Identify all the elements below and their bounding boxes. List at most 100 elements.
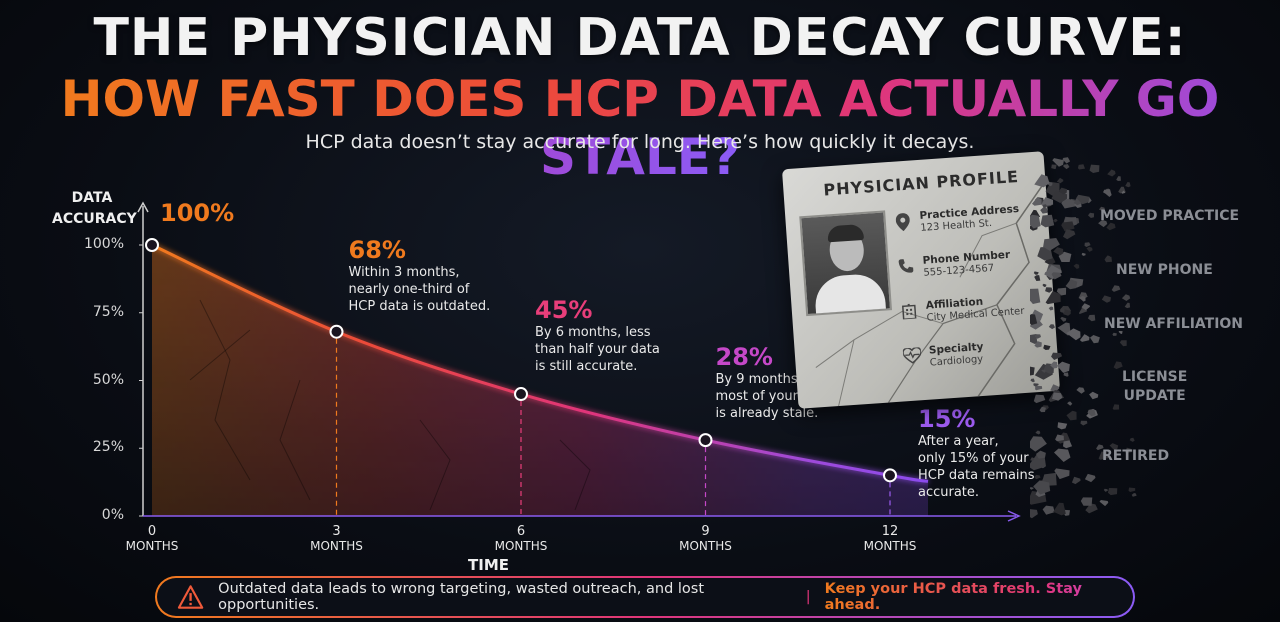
- rubble-particle: [1059, 308, 1065, 313]
- rubble-particle: [1061, 221, 1075, 232]
- rubble-particle: [1116, 176, 1121, 181]
- footer-cta: Keep your HCP data fresh. Stay ahead.: [825, 581, 1133, 613]
- rubble-particle: [1030, 487, 1034, 490]
- rubble-particle: [1065, 279, 1078, 290]
- rubble-particle: [1067, 401, 1073, 406]
- rubble-particle: [1033, 271, 1039, 275]
- area-layer: [152, 245, 928, 516]
- y-axis-title: DATA ACCURACY: [52, 190, 137, 227]
- page-title-secondary: HOW FAST DOES HCP DATA ACTUALLY GO STALE…: [0, 70, 1280, 186]
- x-axis-title: TIME: [468, 556, 509, 574]
- annotation-value: 15%: [918, 405, 976, 434]
- rubble-particle: [1125, 447, 1133, 453]
- rubble-particle: [1030, 509, 1038, 519]
- data-point: [698, 433, 713, 448]
- rubble-particle: [1063, 372, 1069, 377]
- rubble-particle: [1089, 164, 1100, 173]
- rubble-particle: [1119, 340, 1127, 347]
- rubble-particle: [1088, 212, 1095, 218]
- rubble-particle: [1112, 404, 1120, 410]
- rubble-particle: [1057, 422, 1068, 430]
- annotation-text: By 6 months, less than half your data is…: [535, 325, 660, 375]
- rubble-particle: [1106, 222, 1116, 231]
- rubble-particle: [1035, 385, 1043, 391]
- rubble-particle: [1129, 437, 1135, 442]
- rubble-particle: [1085, 503, 1098, 514]
- x-axis-arrow: [1007, 510, 1021, 522]
- rubble-particle: [1033, 383, 1039, 387]
- rubble-particle: [1060, 316, 1067, 322]
- title-gradient-text: HOW FAST DOES HCP DATA ACTUALLY GO STALE…: [60, 70, 1220, 186]
- rubble-particle: [1045, 291, 1061, 305]
- change-label-moved-practice: MOVED PRACTICE: [1100, 208, 1240, 224]
- rubble-particle: [1044, 265, 1062, 280]
- annotation: 68% Within 3 months, nearly one-third of …: [349, 236, 491, 315]
- rubble-particle: [1084, 473, 1096, 483]
- rubble-particle: [1052, 392, 1063, 401]
- page-subtitle: HCP data doesn’t stay accurate for long.…: [305, 131, 975, 153]
- rubble-particle: [1057, 322, 1071, 336]
- footer-message: Outdated data leads to wrong targeting, …: [218, 581, 705, 613]
- data-point: [883, 468, 897, 483]
- rubble-particle: [1084, 242, 1091, 247]
- rubble-particle: [1050, 384, 1060, 392]
- rubble-particle: [1107, 488, 1118, 496]
- rubble-particle: [1030, 457, 1035, 461]
- doctor-photo: [799, 210, 893, 317]
- location-pin-icon: [893, 213, 912, 232]
- rubble-particle: [1121, 294, 1131, 301]
- rubble-particle: [1077, 164, 1085, 170]
- annotation-text: By 9 months, most of your data is alread…: [715, 372, 832, 422]
- annotation-value: 100%: [160, 199, 235, 227]
- rubble-particle: [1118, 331, 1123, 334]
- rubble-particle: [1048, 324, 1055, 330]
- annotation-text: Within 3 months, nearly one-third of HCP…: [348, 264, 491, 314]
- rubble-particle: [1079, 334, 1090, 342]
- x-tick-label: 3 MONTHS: [310, 524, 363, 553]
- annotation-value: 45%: [535, 296, 593, 325]
- rubble-particle: [1051, 352, 1063, 360]
- rubble-particle: [1081, 252, 1086, 256]
- rubble-particle: [1103, 189, 1112, 196]
- rubble-particle: [1113, 361, 1123, 370]
- rubble-particle: [1034, 275, 1041, 281]
- rubble-particle: [1033, 394, 1046, 404]
- rubble-particle: [1044, 256, 1056, 266]
- decay-line: [151, 243, 929, 483]
- y-tick-label: 75%: [92, 303, 124, 320]
- rubble-particle: [1039, 406, 1046, 413]
- area-crack-2: [419, 419, 451, 511]
- rubble-particle: [1131, 493, 1137, 497]
- y-axis-arrow: [137, 201, 149, 213]
- rubble-particle: [1101, 295, 1111, 303]
- x-tick-label: 12 MONTHS: [863, 524, 917, 553]
- crack-lines: [815, 180, 1047, 407]
- change-label-new-phone: NEW PHONE: [1116, 262, 1213, 278]
- rubble-particle: [1124, 302, 1131, 309]
- y-tick-label: 25%: [92, 439, 124, 456]
- phone-icon: [896, 257, 915, 276]
- rubble-particle: [1125, 182, 1131, 188]
- annotation-value: 68%: [348, 235, 406, 264]
- rubble-particle: [1041, 369, 1046, 373]
- rubble-particle: [1103, 488, 1108, 492]
- rubble-particle: [1051, 164, 1057, 170]
- points-layer: [145, 238, 897, 483]
- rubble-particle: [1109, 443, 1119, 451]
- y-tick-label: 50%: [92, 371, 124, 388]
- annotation: 100%: [160, 199, 234, 227]
- y-tick-label: 0%: [101, 507, 124, 523]
- rubble-particle: [1043, 344, 1051, 350]
- rubble-particle: [1043, 238, 1060, 251]
- rubble-particle: [1036, 450, 1046, 459]
- area-crack-0: [199, 299, 251, 481]
- rubble-particle: [1071, 476, 1081, 485]
- rubble-particle: [1087, 408, 1096, 417]
- annotation: 15% After a year, only 15% of your HCP da…: [918, 405, 1035, 501]
- rubble-particle: [1055, 434, 1064, 442]
- rubble-particle: [1076, 194, 1090, 205]
- rubble-particle: [1054, 448, 1071, 462]
- rubble-particle: [1063, 164, 1070, 170]
- physician-profile-card: PHYSICIAN PROFILE Practice Address 123 H…: [781, 151, 1061, 409]
- rubble-particle: [1056, 287, 1067, 296]
